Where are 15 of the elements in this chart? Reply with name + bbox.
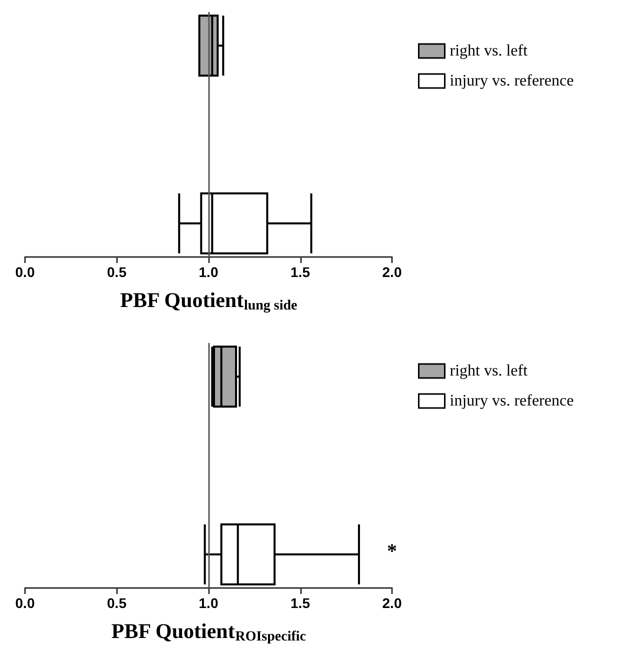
x-tick-label: 2.0 (382, 264, 402, 280)
legend-label: right vs. left (450, 42, 528, 60)
legend-label: injury vs. reference (450, 392, 574, 410)
x-tick-label: 1.0 (198, 595, 218, 611)
x-tick-label: 1.0 (198, 264, 218, 280)
x-tick-label: 0.5 (107, 595, 127, 611)
legend-label: right vs. left (450, 362, 528, 380)
annotation: * (387, 540, 397, 562)
x-tick-label: 0.5 (107, 264, 127, 280)
legend-label: injury vs. reference (450, 72, 574, 90)
x-tick-label: 2.0 (382, 595, 402, 611)
x-tick-label: 1.5 (290, 264, 310, 280)
x-tick-label: 0.0 (15, 264, 35, 280)
x-tick-label: 1.5 (290, 595, 310, 611)
x-tick-label: 0.0 (15, 595, 35, 611)
